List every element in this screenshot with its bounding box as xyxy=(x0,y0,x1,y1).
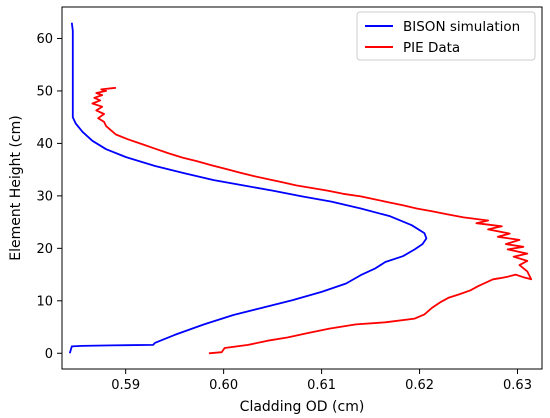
x-tick-label: 0.62 xyxy=(405,378,434,393)
x-tick-label: 0.63 xyxy=(503,378,532,393)
series-layer xyxy=(68,22,533,355)
series-line-bison-simulation xyxy=(68,22,428,354)
y-tick-label: 40 xyxy=(36,137,53,152)
legend-box xyxy=(356,11,536,61)
x-tick-label: 0.61 xyxy=(307,378,336,393)
y-tick-label: 30 xyxy=(36,189,53,204)
y-tick-label: 50 xyxy=(36,84,53,99)
y-axis-label: Element Height (cm) xyxy=(8,115,24,260)
legend-label-pie: PIE Data xyxy=(403,40,460,56)
x-tick-label: 0.60 xyxy=(209,378,238,393)
x-axis-label: Cladding OD (cm) xyxy=(240,399,365,415)
legend: BISON simulation PIE Data xyxy=(356,11,536,61)
series-line-pie-data xyxy=(91,86,533,355)
y-tick-label: 20 xyxy=(36,242,53,257)
y-axis: 0 10 20 30 40 50 60 xyxy=(36,32,62,362)
plot-frame xyxy=(61,6,543,370)
x-tick-label: 0.59 xyxy=(111,378,140,393)
y-tick-label: 0 xyxy=(45,347,53,362)
x-axis: 0.59 0.60 0.61 0.62 0.63 xyxy=(111,369,532,393)
y-tick-label: 60 xyxy=(36,32,53,47)
plot-area xyxy=(62,7,542,369)
y-tick-label: 10 xyxy=(36,294,53,309)
legend-label-bison: BISON simulation xyxy=(403,19,520,35)
